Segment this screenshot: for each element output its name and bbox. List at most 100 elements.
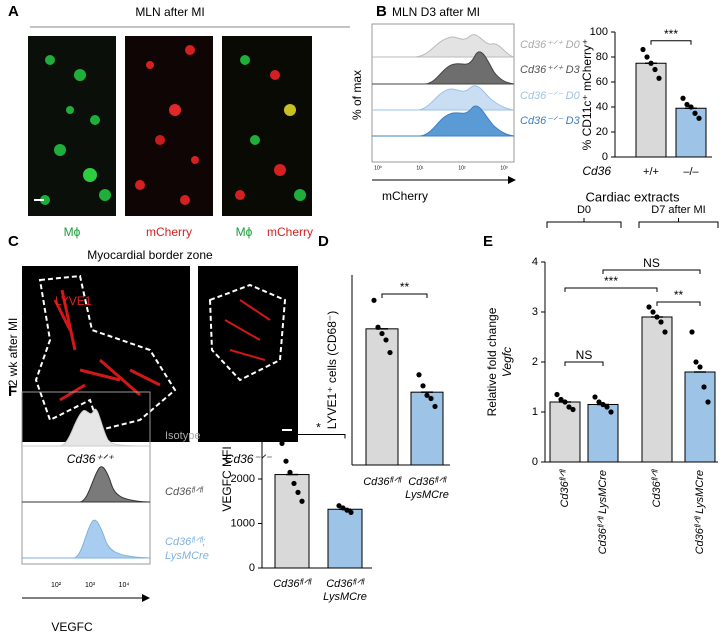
y-tick-label: 0 <box>532 456 538 468</box>
group-brace <box>638 218 719 228</box>
data-point <box>340 505 346 511</box>
data-point <box>658 319 664 325</box>
data-point <box>348 509 354 515</box>
group-brace <box>546 218 622 228</box>
x-tick-label: Cd36ᶠˡᐟᶠˡ LysMCre <box>323 578 367 603</box>
axis-label: % of max <box>350 70 364 120</box>
data-point <box>387 349 393 356</box>
axis-label: LYVE1⁺ cells (CD68⁻) <box>325 311 339 429</box>
panel-letter: E <box>483 233 493 250</box>
data-point <box>644 54 650 60</box>
data-point <box>689 329 695 335</box>
data-point <box>688 104 694 110</box>
y-tick-label: 0 <box>602 151 608 163</box>
micrograph <box>22 266 298 442</box>
x-tick-label: Cd36ᶠˡᐟᶠˡ <box>363 476 401 488</box>
significance-bracket <box>291 434 346 439</box>
y-tick-label: 100 <box>590 26 608 38</box>
y-tick-label: 20 <box>596 126 608 138</box>
axis-label: Cd36 <box>582 164 611 178</box>
tick-label: 10¹ <box>416 165 424 171</box>
y-tick-label: 2000 <box>231 473 255 485</box>
x-tick-label: –/– <box>683 166 699 178</box>
flow-histogram <box>21 391 151 602</box>
data-point <box>652 66 658 73</box>
data-point <box>371 297 377 303</box>
data-point <box>701 384 707 390</box>
legend-label: Cd36ᶠˡᐟᶠˡ <box>165 486 203 498</box>
bar <box>684 371 716 463</box>
x-tick-label: Cd36ᶠˡᐟᶠˡ <box>559 469 571 507</box>
axis-label: VEGFC MFI <box>220 446 234 511</box>
bar <box>410 391 444 466</box>
data-point <box>696 115 702 121</box>
chart-title: Cardiac extracts <box>586 189 680 204</box>
data-point <box>283 458 289 464</box>
data-point <box>291 480 297 487</box>
panel-letter: B <box>376 3 387 20</box>
image-label: mCherry <box>146 225 192 239</box>
x-tick-label: Cd36ᶠˡᐟᶠˡ LysMCre <box>597 470 609 554</box>
bar <box>274 474 310 569</box>
data-point <box>604 404 610 410</box>
micrograph <box>28 36 312 216</box>
data-point <box>646 304 652 310</box>
panel-letter: C <box>8 233 19 250</box>
tick-label: 10³ <box>500 165 508 171</box>
significance-label: ** <box>400 280 410 294</box>
panel-title: MLN after MI <box>135 5 204 19</box>
image-label: Mϕ <box>64 225 81 239</box>
significance-bracket <box>564 287 658 292</box>
y-tick-label: 2 <box>532 356 538 368</box>
y-tick-label: 1 <box>532 406 538 418</box>
data-point <box>279 440 285 446</box>
significance-label: *** <box>604 274 618 288</box>
x-tick-label: Cd36ᶠˡᐟᶠˡ LysMCre <box>694 470 706 554</box>
significance-label: ** <box>674 288 684 302</box>
panel-letter: D <box>318 233 329 250</box>
data-point <box>600 401 606 408</box>
data-point <box>596 399 602 405</box>
significance-bracket <box>381 293 428 298</box>
significance-label: NS <box>643 256 660 270</box>
group-label: D7 after MI <box>651 204 705 216</box>
data-point <box>383 337 389 343</box>
y-tick-label: 3 <box>532 306 538 318</box>
y-tick-label: 0 <box>249 562 255 574</box>
data-point <box>295 489 301 495</box>
data-point <box>344 507 350 513</box>
axis-label: Vegfc <box>500 347 514 377</box>
data-point <box>608 409 614 415</box>
panel-letter: A <box>8 3 19 20</box>
bar <box>587 404 619 463</box>
side-label: 2 wk after MI <box>6 318 20 387</box>
data-point <box>662 329 668 335</box>
data-point <box>570 406 576 413</box>
image-label: mCherry <box>267 225 313 239</box>
axis-label: % CD11c⁺ mCherry⁺ <box>580 39 594 151</box>
data-point <box>336 503 342 509</box>
x-tick-label: Cd36ᶠˡᐟᶠˡ <box>273 578 311 590</box>
bar <box>549 401 581 463</box>
data-point <box>592 394 598 400</box>
data-point <box>416 372 422 378</box>
data-point <box>656 75 662 81</box>
x-tick-label: Cd36ᶠˡᐟᶠˡ <box>651 469 663 507</box>
y-tick-label: 40 <box>596 101 608 113</box>
legend-label: Cd36⁺ᐟ⁺ D0 <box>520 39 581 51</box>
panel-letter: F <box>8 383 17 400</box>
data-point <box>705 399 711 405</box>
legend-label: Cd36⁻ᐟ⁻ D0 <box>520 90 581 102</box>
legend-label: Cd36⁺ᐟ⁺ D3 <box>520 64 581 76</box>
image-label: Cd36⁺ᐟ⁺ <box>67 452 115 466</box>
tick-label: 10² <box>458 165 466 171</box>
image-label: Cd36⁻ᐟ⁻ <box>225 452 273 466</box>
data-point <box>566 404 572 410</box>
bar <box>675 107 707 158</box>
significance-label: NS <box>576 348 593 362</box>
data-point <box>379 330 385 337</box>
data-point <box>684 101 690 108</box>
data-point <box>562 399 568 405</box>
y-tick-label: 4000 <box>231 384 255 396</box>
